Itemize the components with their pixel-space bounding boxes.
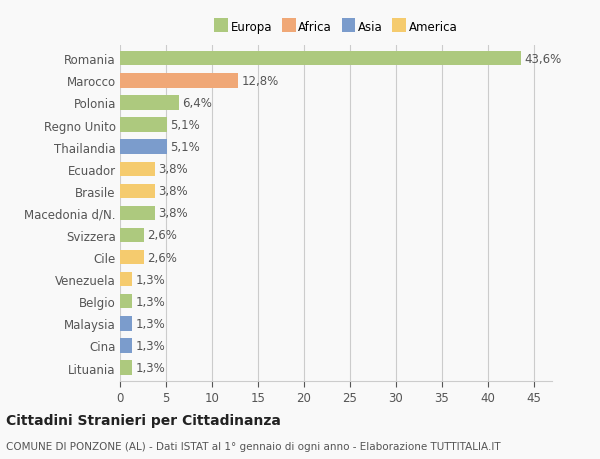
Bar bbox=[120, 96, 179, 110]
Bar bbox=[120, 361, 132, 375]
Text: 3,8%: 3,8% bbox=[158, 185, 188, 198]
Text: COMUNE DI PONZONE (AL) - Dati ISTAT al 1° gennaio di ogni anno - Elaborazione TU: COMUNE DI PONZONE (AL) - Dati ISTAT al 1… bbox=[6, 441, 500, 451]
Text: 1,3%: 1,3% bbox=[136, 317, 166, 330]
Bar bbox=[120, 184, 155, 199]
Text: 2,6%: 2,6% bbox=[148, 229, 178, 242]
Text: 1,3%: 1,3% bbox=[136, 273, 166, 286]
Bar bbox=[120, 339, 132, 353]
Text: 1,3%: 1,3% bbox=[136, 361, 166, 374]
Text: 5,1%: 5,1% bbox=[170, 119, 200, 132]
Bar bbox=[120, 317, 132, 331]
Text: 2,6%: 2,6% bbox=[148, 251, 178, 264]
Bar bbox=[120, 162, 155, 177]
Bar bbox=[120, 272, 132, 287]
Bar bbox=[120, 118, 167, 133]
Text: 6,4%: 6,4% bbox=[182, 97, 212, 110]
Text: 43,6%: 43,6% bbox=[524, 53, 562, 66]
Bar bbox=[120, 74, 238, 88]
Bar bbox=[120, 250, 144, 265]
Text: Cittadini Stranieri per Cittadinanza: Cittadini Stranieri per Cittadinanza bbox=[6, 413, 281, 427]
Legend: Europa, Africa, Asia, America: Europa, Africa, Asia, America bbox=[212, 19, 460, 37]
Bar bbox=[120, 206, 155, 221]
Bar bbox=[120, 52, 521, 66]
Text: 3,8%: 3,8% bbox=[158, 163, 188, 176]
Text: 5,1%: 5,1% bbox=[170, 141, 200, 154]
Text: 12,8%: 12,8% bbox=[241, 75, 278, 88]
Bar bbox=[120, 140, 167, 155]
Text: 3,8%: 3,8% bbox=[158, 207, 188, 220]
Bar bbox=[120, 228, 144, 243]
Bar bbox=[120, 294, 132, 309]
Text: 1,3%: 1,3% bbox=[136, 339, 166, 352]
Text: 1,3%: 1,3% bbox=[136, 295, 166, 308]
